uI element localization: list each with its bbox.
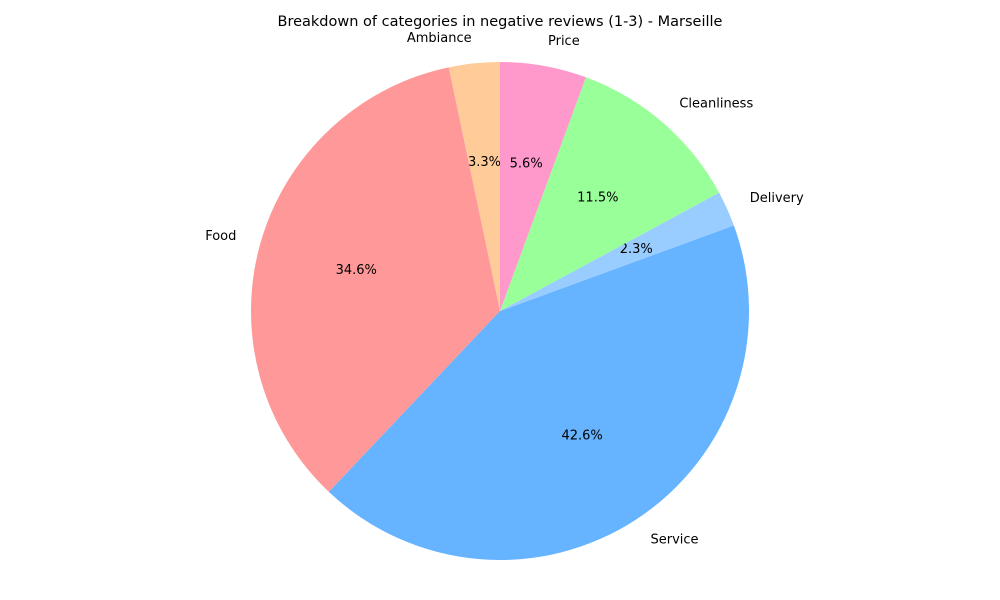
pie-percent-label-food: 34.6%: [336, 263, 377, 278]
pie-category-label-food: Food: [205, 229, 236, 244]
pie-slice-delivery: [500, 192, 734, 311]
pie-category-label-price: Price: [548, 34, 580, 49]
chart-title: Breakdown of categories in negative revi…: [277, 14, 723, 30]
pie-category-label-ambiance: Ambiance: [407, 31, 472, 46]
pie-slice-price: [500, 62, 586, 311]
pie-percent-label-cleanliness: 11.5%: [577, 191, 618, 206]
pie-percent-label-service: 42.6%: [561, 428, 602, 443]
pie-slice-cleanliness: [500, 77, 720, 311]
pie-slice-ambiance: [448, 62, 500, 311]
pie-percent-label-delivery: 2.3%: [620, 242, 653, 257]
pie-category-label-service: Service: [651, 532, 699, 547]
pie-percent-label-price: 5.6%: [510, 156, 543, 171]
pie-category-label-cleanliness: Cleanliness: [679, 96, 753, 111]
pie-category-label-delivery: Delivery: [750, 191, 804, 206]
pie-percent-label-ambiance: 3.3%: [468, 155, 501, 170]
pie-slice-service: [328, 225, 749, 560]
pie-slice-food: [250, 67, 500, 492]
